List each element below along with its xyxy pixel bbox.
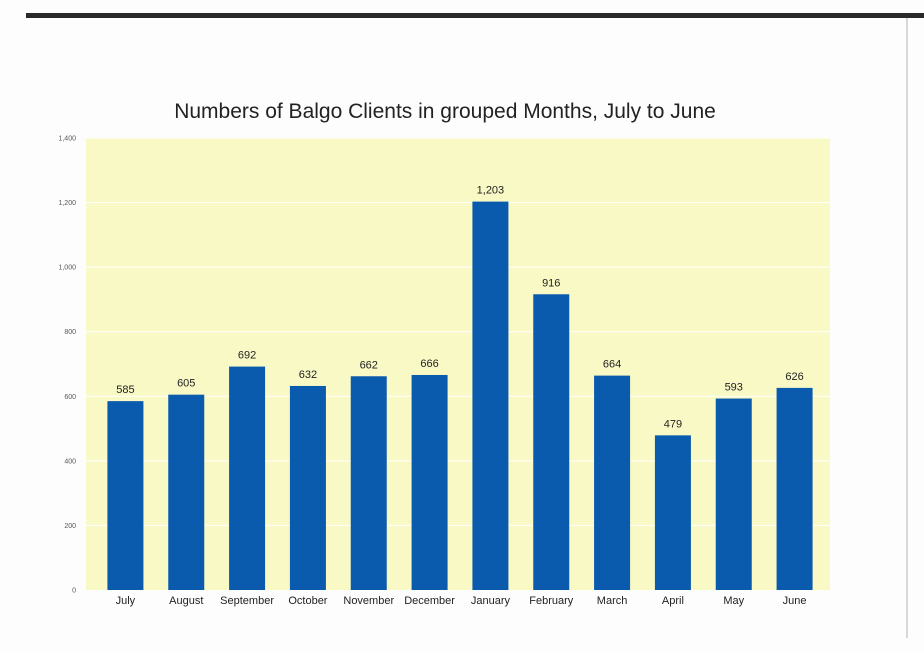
bar-october	[289, 385, 326, 590]
y-tick-label: 600	[64, 394, 76, 401]
x-tick-label: August	[169, 595, 203, 607]
x-tick-label: May	[723, 595, 744, 607]
bar-april	[654, 435, 691, 590]
x-tick-label: September	[220, 595, 274, 607]
data-label: 1,203	[477, 185, 505, 197]
bars	[107, 201, 813, 591]
scan-right-edge	[906, 18, 908, 638]
bar-may	[715, 398, 752, 590]
y-tick-label: 1,000	[58, 265, 76, 272]
y-tick-label: 400	[64, 458, 76, 465]
x-tick-label: July	[116, 595, 136, 607]
x-tick-label: June	[783, 595, 807, 607]
x-tick-label: March	[597, 595, 628, 607]
x-tick-label: April	[662, 595, 684, 607]
data-labels: 585 605 692 632 662 666 1,203 916 664 479 593 626	[116, 185, 804, 431]
data-label: 666	[420, 358, 438, 370]
bar-november	[350, 376, 387, 590]
bar-february	[533, 294, 570, 590]
y-axis: 0 200 400 600 800 1,000 1,200 1,400	[58, 136, 76, 595]
gridlines	[86, 137, 830, 526]
y-tick-label: 200	[64, 523, 76, 530]
data-label: 593	[725, 382, 743, 394]
y-tick-label: 0	[72, 588, 76, 595]
bar-december	[411, 374, 448, 590]
data-label: 632	[299, 369, 317, 381]
data-label: 479	[664, 418, 682, 430]
bar-july	[107, 401, 144, 590]
bar-august	[168, 394, 205, 590]
chart-title: Numbers of Balgo Clients in grouped Mont…	[174, 100, 716, 123]
y-tick-label: 800	[64, 329, 76, 336]
x-tick-label: January	[471, 595, 511, 607]
x-tick-label: October	[288, 595, 327, 607]
x-tick-label: February	[529, 595, 574, 607]
plot-area	[86, 138, 830, 590]
data-label: 662	[360, 359, 378, 371]
data-label: 664	[603, 359, 621, 371]
bar-january	[472, 201, 509, 591]
bar-september	[229, 366, 266, 590]
y-tick-label: 1,400	[58, 136, 76, 143]
data-label: 585	[116, 384, 134, 396]
data-label: 692	[238, 350, 256, 362]
data-label: 605	[177, 378, 195, 390]
bar-june	[776, 387, 813, 590]
x-axis: July August September October November Decemb…	[116, 595, 807, 607]
x-tick-label: November	[343, 595, 394, 607]
x-tick-label: December	[404, 595, 455, 607]
bar-march	[594, 375, 631, 590]
data-label: 916	[542, 277, 560, 289]
y-tick-label: 1,200	[58, 200, 76, 207]
data-label: 626	[785, 371, 803, 383]
scan-top-border	[26, 13, 924, 18]
